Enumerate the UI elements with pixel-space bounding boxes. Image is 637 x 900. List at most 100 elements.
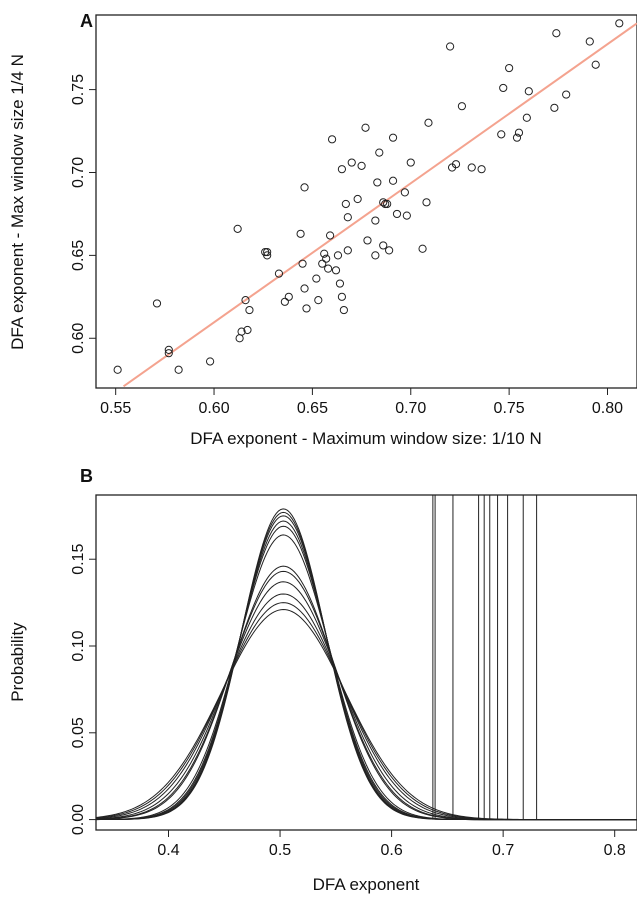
- density-curve: [95, 581, 637, 821]
- scatter-point: [388, 133, 398, 142]
- scatter-point: [522, 113, 531, 122]
- x-tick-label: 0.8: [604, 842, 626, 859]
- scatter-point: [243, 325, 252, 335]
- scatter-point: [615, 19, 624, 28]
- panel-a-y-axis-label: DFA exponent - Max window size 1/4 N: [8, 54, 27, 350]
- scatter-point: [505, 63, 514, 73]
- y-tick-label: 0.60: [70, 323, 87, 354]
- scatter-point: [514, 128, 524, 137]
- scatter-point: [379, 241, 388, 250]
- scatter-point: [263, 251, 272, 260]
- scatter-point: [497, 130, 506, 139]
- scatter-point: [302, 304, 311, 313]
- scatter-point: [113, 365, 122, 374]
- scatter-point: [347, 158, 356, 167]
- density-curve: [95, 609, 637, 821]
- scatter-point: [585, 37, 594, 46]
- scatter-point: [206, 357, 215, 366]
- scatter-point: [418, 244, 427, 253]
- x-tick-label: 0.65: [297, 400, 328, 417]
- panel-b-vertical-lines: [432, 495, 538, 820]
- panel-b-plot-frame: [95, 494, 637, 831]
- panel-a-plot-frame: [95, 14, 637, 389]
- x-tick-label: 0.55: [100, 400, 131, 417]
- x-tick-label: 0.60: [198, 400, 229, 417]
- scatter-point: [174, 365, 183, 374]
- scatter-point: [331, 266, 341, 275]
- scatter-point: [337, 292, 347, 301]
- x-tick-label: 0.5: [269, 842, 291, 859]
- scatter-point: [467, 163, 476, 172]
- panel-b-letter: B: [80, 466, 93, 486]
- x-tick-label: 0.6: [380, 842, 402, 859]
- y-tick-label: 0.75: [70, 74, 87, 105]
- panel-a-y-ticks: 0.60 0.65 0.70 0.75: [70, 74, 96, 354]
- scatter-point: [422, 198, 431, 207]
- scatter-point: [237, 327, 246, 336]
- x-tick-label: 0.7: [492, 842, 514, 859]
- scatter-point: [357, 161, 366, 170]
- scatter-point: [164, 345, 173, 354]
- y-tick-label: 0.00: [70, 804, 87, 835]
- scatter-point: [284, 292, 293, 301]
- scatter-point: [343, 213, 352, 222]
- scatter-point: [402, 211, 411, 220]
- scatter-point: [383, 199, 392, 209]
- scatter-point: [335, 279, 345, 288]
- scatter-point: [400, 188, 409, 197]
- scatter-point: [233, 224, 242, 233]
- scatter-point: [406, 158, 415, 167]
- scatter-point: [392, 209, 402, 219]
- scatter-point: [318, 259, 327, 268]
- scatter-point: [339, 305, 348, 315]
- scatter-point: [451, 160, 461, 169]
- scatter-point: [235, 334, 244, 343]
- scatter-point: [371, 216, 380, 225]
- y-tick-label: 0.70: [70, 157, 87, 188]
- scatter-point: [562, 90, 571, 99]
- scatter-point: [499, 83, 508, 93]
- scatter-point: [320, 249, 329, 258]
- scatter-point: [379, 198, 388, 207]
- density-curve: [95, 565, 637, 821]
- scatter-point: [363, 236, 372, 245]
- scatter-point: [524, 87, 533, 96]
- scatter-point: [550, 103, 559, 112]
- scatter-point: [591, 60, 600, 69]
- scatter-point: [296, 229, 305, 238]
- density-curve: [95, 570, 637, 821]
- scatter-point: [385, 246, 394, 255]
- y-tick-label: 0.05: [70, 717, 87, 748]
- x-tick-label: 0.80: [592, 400, 623, 417]
- scatter-point: [300, 183, 309, 192]
- scatter-point: [263, 247, 272, 257]
- panel-b: B 0.4 0.5 0.6 0.7 0.8 0.00 0.05 0.10 0.15 DFA e…: [8, 466, 637, 894]
- scatter-point: [322, 254, 331, 263]
- scatter-point: [343, 246, 352, 255]
- scatter-point: [446, 42, 455, 51]
- scatter-point: [164, 349, 173, 358]
- panel-b-density-curves: [95, 508, 637, 821]
- scatter-point: [361, 123, 370, 132]
- scatter-point: [312, 274, 321, 283]
- y-tick-label: 0.65: [70, 240, 87, 271]
- density-curve: [95, 593, 637, 821]
- scatter-point: [300, 284, 309, 293]
- panel-a-points: [113, 19, 624, 374]
- scatter-point: [353, 194, 362, 204]
- scatter-point: [274, 269, 284, 278]
- scatter-point: [298, 259, 307, 268]
- panel-b-y-ticks: 0.00 0.05 0.10 0.15: [70, 544, 96, 835]
- scatter-point: [424, 118, 433, 127]
- scatter-point: [373, 178, 382, 187]
- panel-a-x-ticks: 0.55 0.60 0.65 0.70 0.75 0.80: [100, 388, 623, 417]
- scatter-point: [371, 251, 380, 260]
- scatter-point: [314, 296, 323, 305]
- x-tick-label: 0.75: [494, 400, 525, 417]
- scatter-point: [477, 165, 486, 174]
- x-tick-label: 0.70: [395, 400, 426, 417]
- y-tick-label: 0.15: [70, 544, 87, 575]
- panel-a-letter: A: [80, 11, 93, 31]
- scatter-point: [245, 305, 254, 315]
- scatter-point: [324, 264, 333, 273]
